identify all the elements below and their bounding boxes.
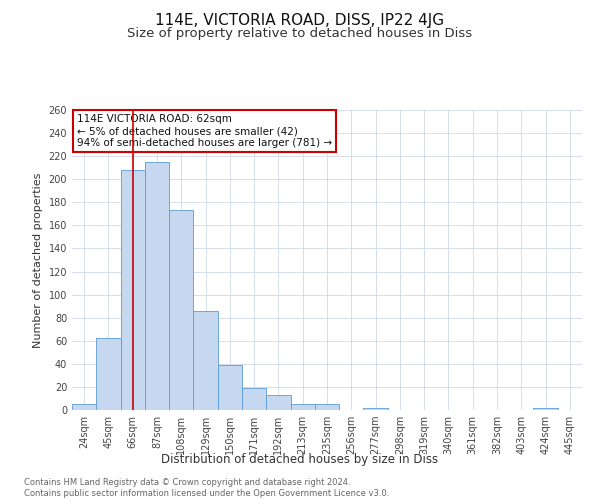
Text: Contains HM Land Registry data © Crown copyright and database right 2024.
Contai: Contains HM Land Registry data © Crown c… bbox=[24, 478, 389, 498]
Bar bbox=[364, 408, 388, 410]
Text: Distribution of detached houses by size in Diss: Distribution of detached houses by size … bbox=[161, 452, 439, 466]
Text: 114E, VICTORIA ROAD, DISS, IP22 4JG: 114E, VICTORIA ROAD, DISS, IP22 4JG bbox=[155, 12, 445, 28]
Bar bbox=[96, 338, 121, 410]
Bar bbox=[72, 404, 96, 410]
Text: 114E VICTORIA ROAD: 62sqm
← 5% of detached houses are smaller (42)
94% of semi-d: 114E VICTORIA ROAD: 62sqm ← 5% of detach… bbox=[77, 114, 332, 148]
Bar bbox=[533, 408, 558, 410]
Bar bbox=[290, 404, 315, 410]
Y-axis label: Number of detached properties: Number of detached properties bbox=[33, 172, 43, 348]
Text: Size of property relative to detached houses in Diss: Size of property relative to detached ho… bbox=[127, 28, 473, 40]
Bar bbox=[121, 170, 145, 410]
Bar bbox=[315, 404, 339, 410]
Bar bbox=[218, 365, 242, 410]
Bar bbox=[242, 388, 266, 410]
Bar bbox=[145, 162, 169, 410]
Bar bbox=[169, 210, 193, 410]
Bar bbox=[266, 395, 290, 410]
Bar bbox=[193, 311, 218, 410]
